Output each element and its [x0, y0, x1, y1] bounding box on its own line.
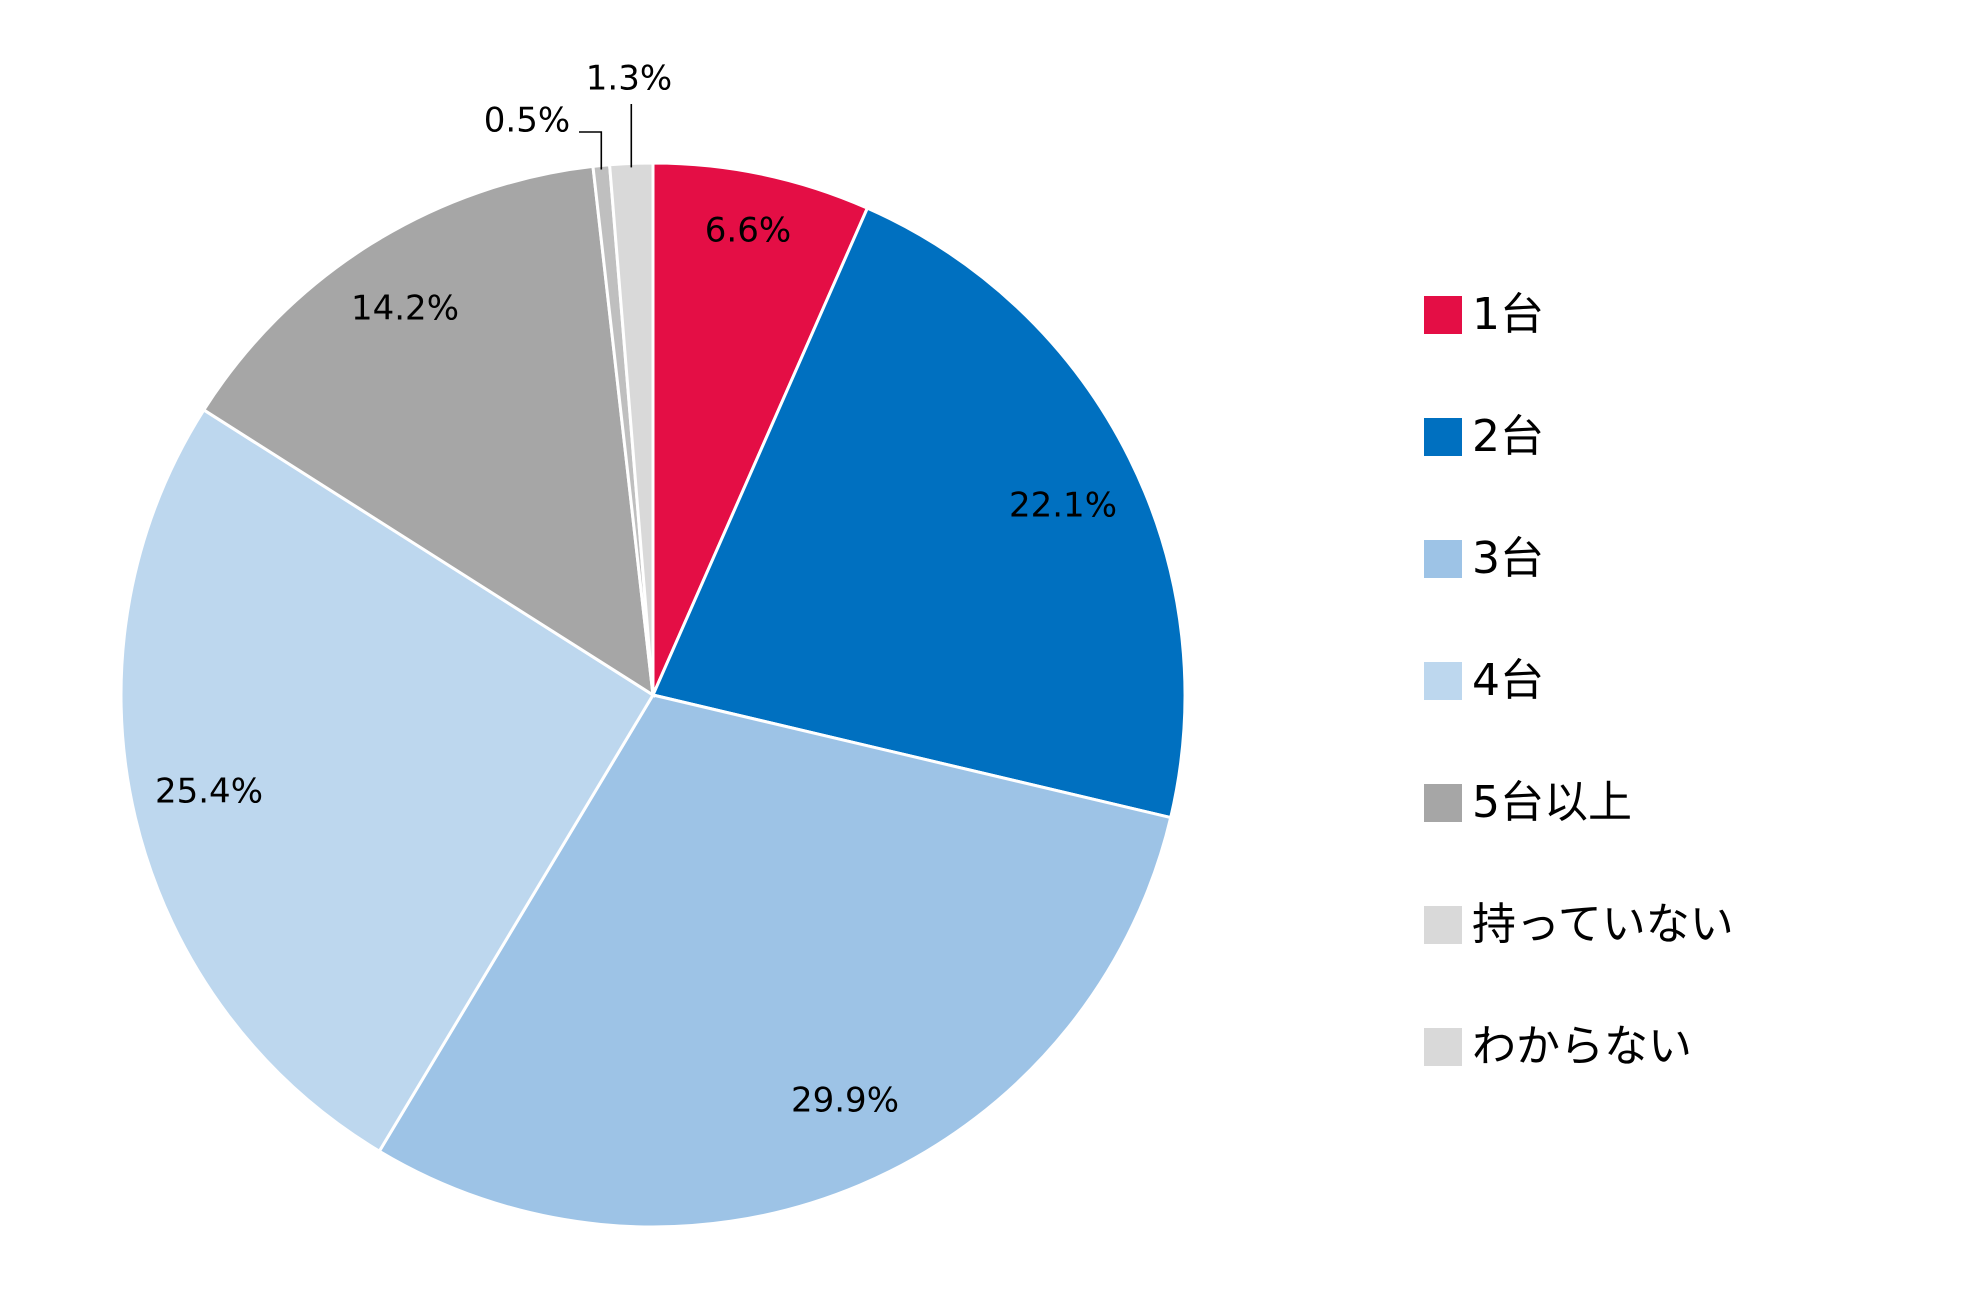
legend-label-3: 3台	[1472, 533, 1544, 584]
data-label-1: 6.6%	[705, 211, 791, 251]
pie-slice-3	[377, 693, 1173, 1229]
legend-label-5: 5台以上	[1472, 777, 1632, 828]
data-label-6: 0.5%	[484, 101, 570, 141]
legend-swatch-3	[1424, 540, 1462, 578]
data-label-2: 22.1%	[1009, 486, 1117, 526]
data-label-4: 25.4%	[155, 772, 263, 812]
legend-swatch-6	[1424, 906, 1462, 944]
pie-slice-4	[119, 407, 656, 1154]
pie-slices	[119, 161, 1187, 1229]
data-labels: 6.6% 22.1% 29.9% 25.4% 14.2% 0.5% 1.3%	[155, 59, 1117, 1121]
legend-swatch-4	[1424, 662, 1462, 700]
leader-lines	[579, 104, 633, 170]
legend-label-7: わからない	[1472, 1021, 1692, 1072]
pie-slice-2	[650, 206, 1187, 820]
legend-label-2: 2台	[1472, 411, 1544, 462]
legend-swatch-2	[1424, 418, 1462, 456]
data-label-3: 29.9%	[791, 1081, 899, 1121]
pie-slice-5	[201, 164, 655, 698]
legend-label-1: 1台	[1472, 289, 1544, 340]
data-label-7: 1.3%	[586, 59, 672, 99]
leader-line-6	[579, 131, 603, 170]
legend-swatch-1	[1424, 296, 1462, 334]
pie-slice-1	[651, 161, 870, 696]
legend-label-4: 4台	[1472, 655, 1544, 706]
legend-label-6: 持っていない	[1472, 899, 1734, 950]
legend-swatch-7	[1424, 1028, 1462, 1066]
legend-swatch-5	[1424, 784, 1462, 822]
data-label-5: 14.2%	[351, 289, 459, 329]
